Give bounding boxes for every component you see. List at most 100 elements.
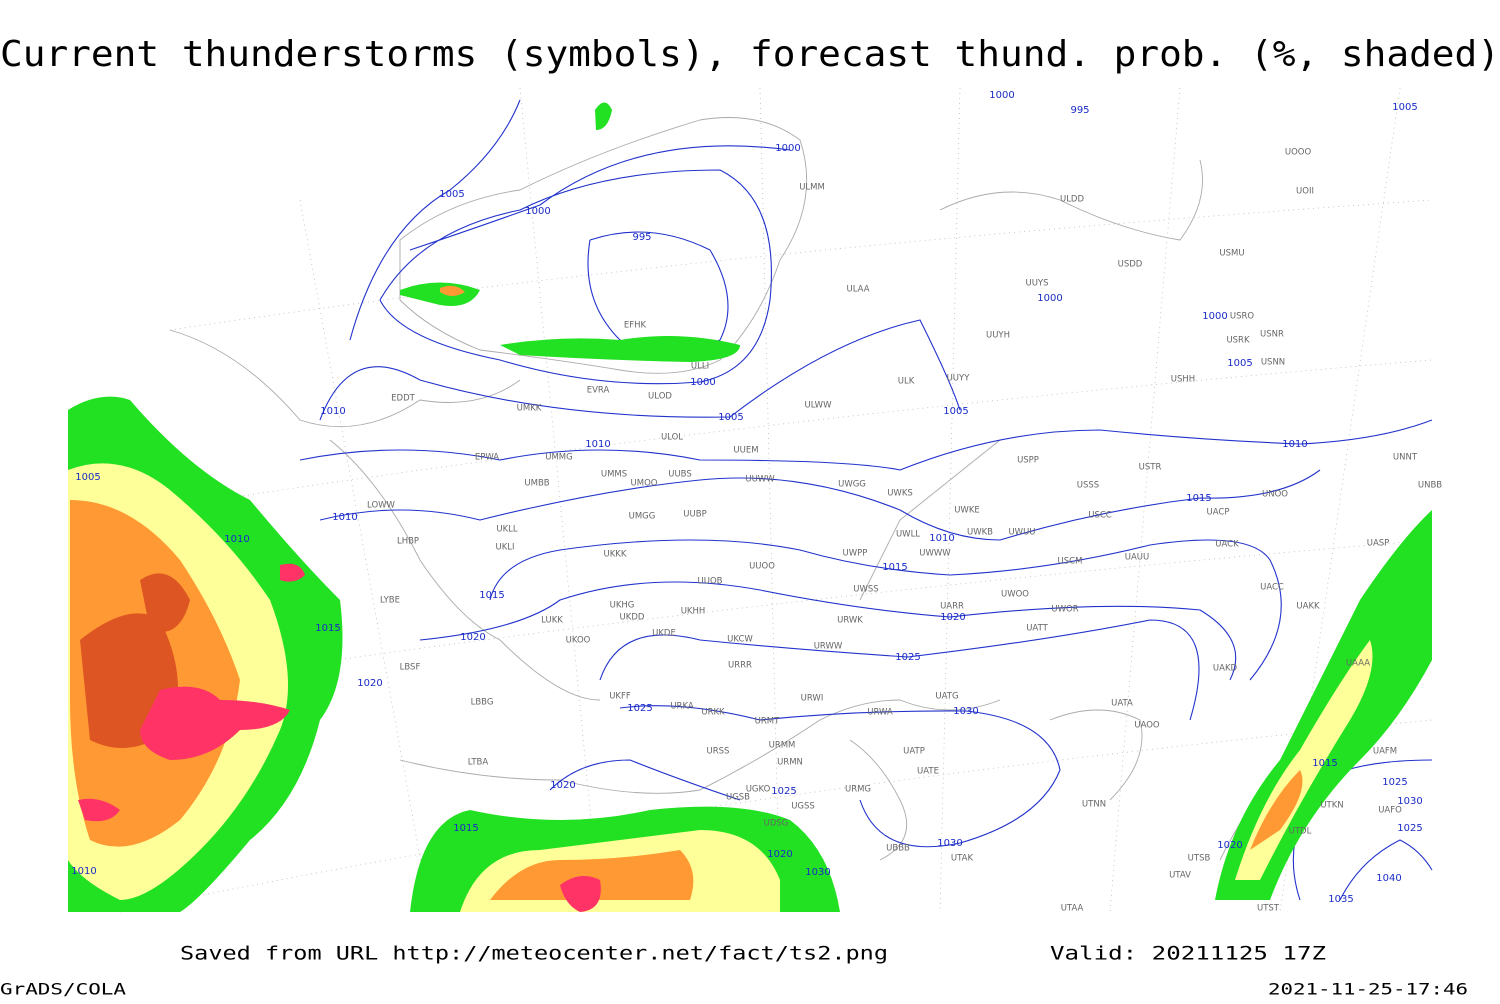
station-label: ULOD bbox=[648, 392, 672, 402]
station-label: UMMG bbox=[545, 453, 572, 463]
station-label: UMMS bbox=[601, 470, 627, 480]
station-label: USDD bbox=[1118, 260, 1143, 270]
station-label: UWLL bbox=[896, 530, 920, 540]
station-label: UGSB bbox=[726, 793, 750, 803]
station-label: UWKS bbox=[887, 489, 913, 499]
graticule bbox=[67, 87, 1433, 913]
isobar-label: 1015 bbox=[479, 590, 504, 601]
station-label: UTNN bbox=[1082, 800, 1106, 810]
station-label: EDDT bbox=[391, 394, 415, 404]
station-label: URMT bbox=[755, 717, 780, 727]
isobar-label: 1025 bbox=[627, 703, 652, 714]
isobar-label: 1020 bbox=[940, 612, 965, 623]
station-label: USNR bbox=[1260, 330, 1284, 340]
station-label: UKOO bbox=[566, 636, 591, 646]
station-label: UAKD bbox=[1213, 664, 1238, 674]
station-label: UUWW bbox=[745, 475, 775, 485]
station-label: UKLI bbox=[495, 543, 514, 553]
station-label: UMBB bbox=[524, 479, 549, 489]
station-label: USRK bbox=[1226, 336, 1250, 346]
station-label: UTAA bbox=[1061, 904, 1084, 914]
isobar-label: 1020 bbox=[460, 632, 485, 643]
station-label: EVRA bbox=[587, 386, 610, 396]
station-label: LYBE bbox=[380, 596, 400, 606]
isobar-label: 995 bbox=[1070, 105, 1089, 116]
isobar-label: 1020 bbox=[550, 780, 575, 791]
timestamp: 2021-11-25-17:46 bbox=[1268, 980, 1468, 999]
station-label: USHH bbox=[1171, 375, 1195, 385]
station-label: ULOL bbox=[661, 433, 683, 443]
station-label: UACC bbox=[1260, 583, 1284, 593]
station-label: UKDD bbox=[620, 613, 645, 623]
station-label: URKA bbox=[670, 702, 694, 712]
station-label: URWW bbox=[814, 642, 843, 652]
station-label: URMN bbox=[777, 758, 803, 768]
station-label: URWA bbox=[867, 708, 893, 718]
station-label: UUBP bbox=[683, 510, 706, 520]
station-label: UTSB bbox=[1188, 854, 1211, 864]
isobar-label: 1030 bbox=[1397, 796, 1422, 807]
station-label: ULK bbox=[898, 377, 915, 387]
station-label: UWOO bbox=[1001, 590, 1029, 600]
station-label: UARR bbox=[940, 602, 964, 612]
station-label: UNBB bbox=[1418, 481, 1442, 491]
isobar-label: 1020 bbox=[357, 678, 382, 689]
station-label: EPWA bbox=[475, 453, 499, 463]
isobar-label: 1010 bbox=[1282, 439, 1307, 450]
isobar-label: 1025 bbox=[1382, 777, 1407, 788]
station-label: UASP bbox=[1367, 539, 1390, 549]
station-label: UKKK bbox=[604, 550, 627, 560]
station-label: UKHG bbox=[610, 601, 635, 611]
source-url: Saved from URL http://meteocenter.net/fa… bbox=[180, 943, 888, 965]
isobar-label: 1030 bbox=[953, 706, 978, 717]
isobar-label: 1005 bbox=[75, 472, 100, 483]
valid-time: Valid: 20211125 17Z bbox=[1050, 943, 1326, 965]
station-label: ULAA bbox=[846, 285, 869, 295]
station-label: UUOB bbox=[698, 577, 723, 587]
station-label: URMG bbox=[845, 785, 871, 795]
isobar-labels: 1000 995 1005 1000 1005 1000 995 1000 1000 1005 10… bbox=[71, 90, 1422, 905]
isobar-label: 1005 bbox=[1392, 102, 1417, 113]
station-label: UNOO bbox=[1262, 490, 1288, 500]
isobar-label: 1010 bbox=[320, 406, 345, 417]
station-label: UATG bbox=[935, 692, 958, 702]
station-label: UUYY bbox=[947, 374, 971, 384]
station-label: UOII bbox=[1296, 187, 1314, 197]
station-label: ULLI bbox=[691, 362, 709, 372]
isobar-label: 1010 bbox=[224, 534, 249, 545]
isobar-label: 1005 bbox=[1227, 358, 1252, 369]
station-label: UATP bbox=[903, 747, 925, 757]
station-label: LHBP bbox=[397, 537, 419, 547]
station-label: UMKK bbox=[517, 404, 542, 414]
station-label: LBSF bbox=[400, 663, 421, 673]
station-label: LUKK bbox=[541, 616, 563, 626]
isobar-label: 1035 bbox=[1328, 894, 1353, 905]
station-label: UTAK bbox=[951, 854, 974, 864]
station-label: UKDE bbox=[652, 629, 676, 639]
station-label: UAUU bbox=[1125, 553, 1149, 563]
station-label: USSS bbox=[1077, 481, 1099, 491]
isobar-label: 1000 bbox=[1037, 293, 1062, 304]
station-label: UAFO bbox=[1378, 806, 1402, 816]
isobar-label: 1015 bbox=[315, 623, 340, 634]
isobar-label: 1015 bbox=[882, 562, 907, 573]
isobar-label: 1025 bbox=[895, 652, 920, 663]
station-label: UUYH bbox=[986, 331, 1010, 341]
isobar-label: 1000 bbox=[1202, 311, 1227, 322]
station-label: UAAA bbox=[1346, 659, 1370, 669]
isobar-label: 1010 bbox=[929, 533, 954, 544]
station-label: URKK bbox=[701, 708, 725, 718]
isobar-label: 1015 bbox=[1186, 493, 1211, 504]
isobar-label: 1025 bbox=[771, 786, 796, 797]
station-label: UACK bbox=[1215, 540, 1239, 550]
station-label: USNN bbox=[1261, 358, 1285, 368]
isobar-label: 1010 bbox=[71, 866, 96, 877]
station-label: UAFM bbox=[1373, 747, 1397, 757]
station-label: USCM bbox=[1058, 557, 1083, 567]
station-label: UWSS bbox=[853, 585, 878, 595]
station-label: URRR bbox=[728, 661, 752, 671]
station-label: UACP bbox=[1207, 508, 1230, 518]
station-label: UWKE bbox=[954, 506, 980, 516]
isobar-label: 1000 bbox=[525, 206, 550, 217]
station-label: URMM bbox=[769, 741, 796, 751]
